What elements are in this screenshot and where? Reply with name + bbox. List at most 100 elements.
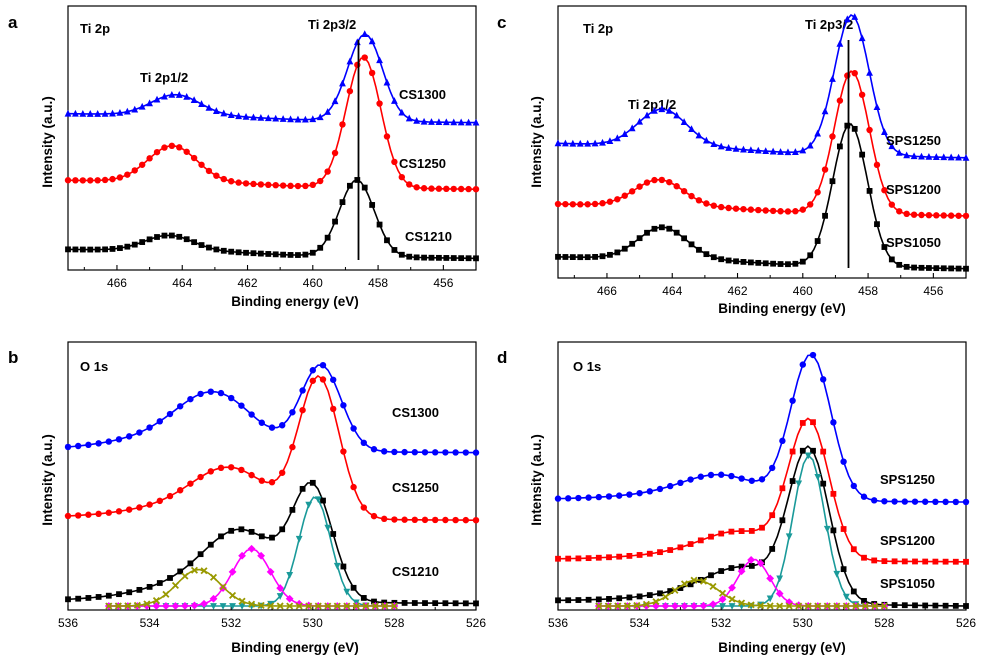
data-point xyxy=(294,182,302,190)
data-point xyxy=(473,600,479,607)
data-point xyxy=(279,469,286,476)
data-point xyxy=(64,512,72,520)
data-point xyxy=(228,464,235,471)
annotation-ti2p: Ti 2p xyxy=(80,21,110,36)
data-point xyxy=(738,563,745,570)
data-point xyxy=(287,182,294,190)
data-point xyxy=(205,167,213,175)
data-point xyxy=(710,140,718,148)
data-point xyxy=(922,558,929,565)
x-axis-label: Binding energy (eV) xyxy=(718,301,846,316)
data-point xyxy=(891,558,898,565)
data-point xyxy=(266,567,275,576)
data-point xyxy=(789,478,796,484)
data-point xyxy=(860,493,868,500)
data-point xyxy=(168,232,175,239)
data-point xyxy=(555,555,561,562)
data-point xyxy=(398,108,406,116)
data-point xyxy=(718,471,725,478)
data-point xyxy=(268,479,276,486)
data-point xyxy=(401,516,408,523)
data-point xyxy=(606,198,614,205)
data-point xyxy=(443,185,450,193)
data-point xyxy=(101,176,109,184)
data-point xyxy=(575,555,582,562)
x-tick-label: 532 xyxy=(711,616,731,630)
data-point xyxy=(616,595,623,602)
data-point xyxy=(710,202,717,209)
data-point xyxy=(823,602,831,610)
data-point xyxy=(799,206,806,213)
data-point xyxy=(177,487,184,494)
data-point xyxy=(156,418,163,425)
annotation-ti2p12: Ti 2p1/2 xyxy=(628,97,676,112)
data-point xyxy=(677,479,684,487)
data-point xyxy=(599,253,606,260)
data-point xyxy=(940,265,947,272)
data-point xyxy=(257,113,265,121)
data-point xyxy=(442,449,449,456)
data-point xyxy=(770,260,777,267)
data-point xyxy=(381,602,389,610)
data-point xyxy=(152,602,161,610)
data-point xyxy=(577,201,584,208)
data-point xyxy=(666,225,673,232)
data-point xyxy=(940,212,947,219)
data-point xyxy=(381,515,388,523)
data-point xyxy=(785,602,793,610)
data-point xyxy=(626,594,633,601)
data-point xyxy=(219,583,227,591)
data-point xyxy=(95,594,102,600)
data-point xyxy=(167,575,173,581)
data-point xyxy=(850,588,857,595)
data-point xyxy=(591,139,599,147)
data-point xyxy=(766,602,774,610)
data-point xyxy=(667,588,674,594)
data-point xyxy=(250,180,257,188)
data-point xyxy=(874,221,880,228)
data-point xyxy=(250,250,257,257)
data-point xyxy=(450,255,457,261)
data-point xyxy=(926,265,932,271)
data-point xyxy=(413,116,421,124)
data-point xyxy=(840,526,847,532)
data-point xyxy=(248,411,255,418)
data-point xyxy=(922,602,929,609)
data-point xyxy=(229,591,237,599)
data-point xyxy=(792,208,799,215)
data-point xyxy=(844,72,851,79)
data-point xyxy=(942,602,949,609)
data-point xyxy=(146,155,153,162)
data-point xyxy=(777,148,784,155)
data-point xyxy=(667,547,674,553)
data-point xyxy=(762,207,769,214)
data-point xyxy=(85,595,92,601)
data-point xyxy=(295,602,303,610)
data-point xyxy=(740,205,747,213)
data-point xyxy=(569,139,577,147)
data-point xyxy=(621,130,629,137)
data-point xyxy=(330,531,337,537)
data-point xyxy=(881,128,888,135)
data-point xyxy=(391,247,398,253)
data-point xyxy=(657,549,663,556)
data-point xyxy=(871,602,879,610)
data-point xyxy=(687,476,694,483)
data-point xyxy=(903,151,911,159)
data-point xyxy=(695,197,703,204)
data-point xyxy=(279,182,287,189)
data-point xyxy=(248,600,256,608)
data-point xyxy=(333,602,341,610)
data-point xyxy=(719,589,727,597)
data-point xyxy=(687,541,694,547)
data-point xyxy=(406,253,413,260)
data-point xyxy=(360,504,367,511)
y-axis-label: Intensity (a.u.) xyxy=(40,96,55,188)
data-point xyxy=(725,204,732,212)
data-point xyxy=(381,599,388,606)
data-point xyxy=(861,597,867,604)
data-point xyxy=(866,188,873,194)
data-point xyxy=(220,109,228,117)
plot-area: 466 464 462 460 458 456 xyxy=(554,5,970,298)
data-point xyxy=(702,136,710,144)
